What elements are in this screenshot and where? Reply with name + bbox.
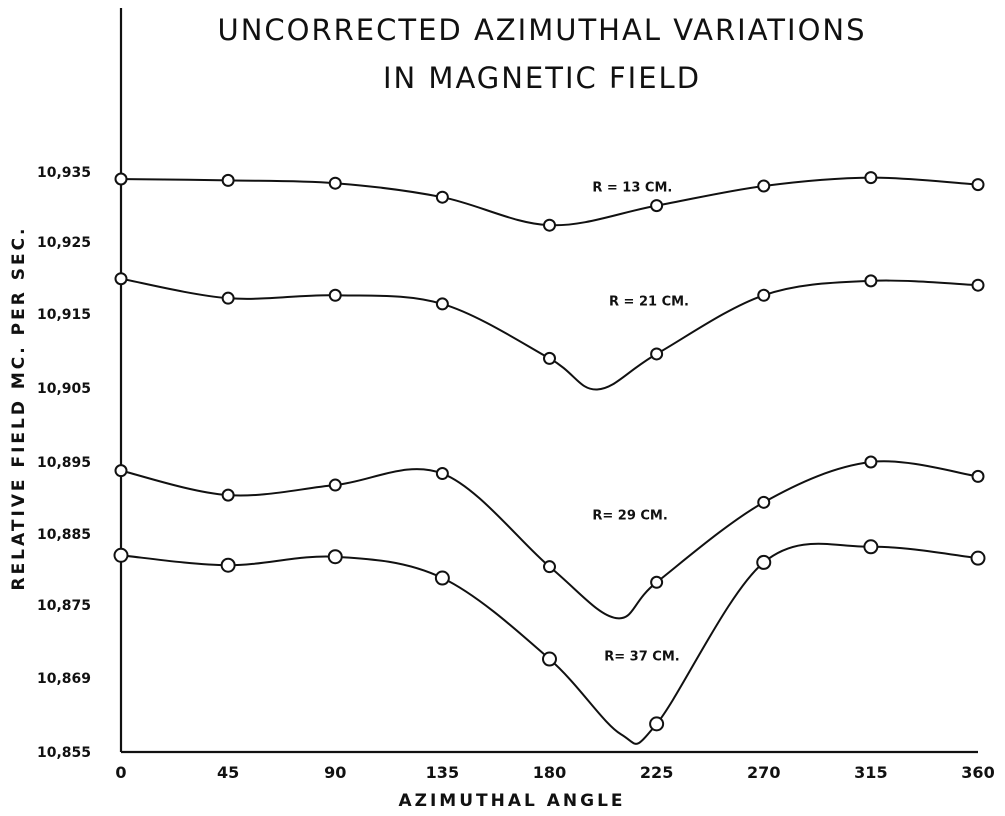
series-labels: R = 13 CM. R = 21 CM. R= 29 CM. R= 37 CM. <box>592 181 689 665</box>
series-label-3: R= 29 CM. <box>592 509 667 524</box>
data-point <box>971 178 985 192</box>
data-point <box>434 570 450 586</box>
x-tick-labels: 0 45 90 135 180 225 270 315 360 <box>115 763 994 782</box>
data-point <box>114 272 128 286</box>
data-point <box>435 297 449 311</box>
x-axis-label: AZIMUTHAL ANGLE <box>398 791 625 811</box>
data-point <box>757 288 771 302</box>
data-point <box>328 478 342 492</box>
data-point <box>542 651 557 667</box>
y-tick-label: 10,905 <box>37 381 91 397</box>
x-tick-label: 180 <box>533 763 566 782</box>
x-tick-label: 90 <box>324 763 346 782</box>
y-tick-label: 10,885 <box>37 527 91 543</box>
series-line-2 <box>120 277 979 391</box>
data-point <box>971 278 985 292</box>
data-point <box>543 218 556 232</box>
x-tick-label: 315 <box>854 763 887 782</box>
data-point <box>650 575 664 589</box>
data-point <box>649 716 665 732</box>
y-tick-label: 10,895 <box>37 455 91 471</box>
y-tick-label: 10,869 <box>37 671 91 687</box>
y-tick-labels: 10,935 10,925 10,915 10,905 10,895 10,885 10,8… <box>37 165 91 761</box>
data-point <box>221 291 235 305</box>
data-point <box>971 469 985 483</box>
data-point <box>328 176 342 190</box>
series-label-4: R= 37 CM. <box>604 649 679 664</box>
series-line-3 <box>120 460 979 620</box>
series-points <box>113 171 986 732</box>
data-point <box>114 172 128 186</box>
data-point <box>113 547 129 563</box>
data-point <box>650 199 664 213</box>
data-point <box>757 179 771 193</box>
y-tick-label: 10,925 <box>37 235 91 251</box>
data-point <box>328 288 342 302</box>
data-point <box>327 549 343 565</box>
x-tick-label: 270 <box>747 763 780 782</box>
data-point <box>543 351 556 365</box>
data-point <box>220 557 236 573</box>
data-point <box>650 347 664 361</box>
data-point <box>114 464 128 478</box>
series-label-2: R = 21 CM. <box>609 294 689 309</box>
y-axis-label: RELATIVE FIELD MC. PER SEC. <box>9 225 29 590</box>
data-point <box>970 550 986 566</box>
data-point <box>864 171 878 185</box>
axes <box>119 8 978 754</box>
series-label-1: R = 13 CM. <box>592 181 672 196</box>
y-tick-label: 10,855 <box>37 745 91 761</box>
data-point <box>543 560 556 574</box>
chart-title-line-2: IN MAGNETIC FIELD <box>383 61 701 95</box>
series-line-1 <box>120 176 979 227</box>
data-point <box>435 190 449 204</box>
data-point <box>864 455 878 469</box>
y-tick-label: 10,915 <box>37 307 91 323</box>
data-point <box>756 554 772 570</box>
x-tick-label: 225 <box>640 763 673 782</box>
chart-title-line-1: UNCORRECTED AZIMUTHAL VARIATIONS <box>218 13 867 47</box>
data-point <box>863 539 879 555</box>
x-tick-label: 135 <box>426 763 459 782</box>
data-point <box>757 495 771 509</box>
x-tick-label: 0 <box>115 763 126 782</box>
data-point <box>221 488 235 502</box>
data-point <box>864 274 878 288</box>
x-tick-label: 360 <box>961 763 994 782</box>
x-tick-label: 45 <box>217 763 239 782</box>
data-point <box>221 173 235 187</box>
y-tick-label: 10,935 <box>37 165 91 181</box>
y-tick-label: 10,875 <box>37 598 91 614</box>
data-point <box>435 467 449 481</box>
series-line-4 <box>120 542 979 745</box>
